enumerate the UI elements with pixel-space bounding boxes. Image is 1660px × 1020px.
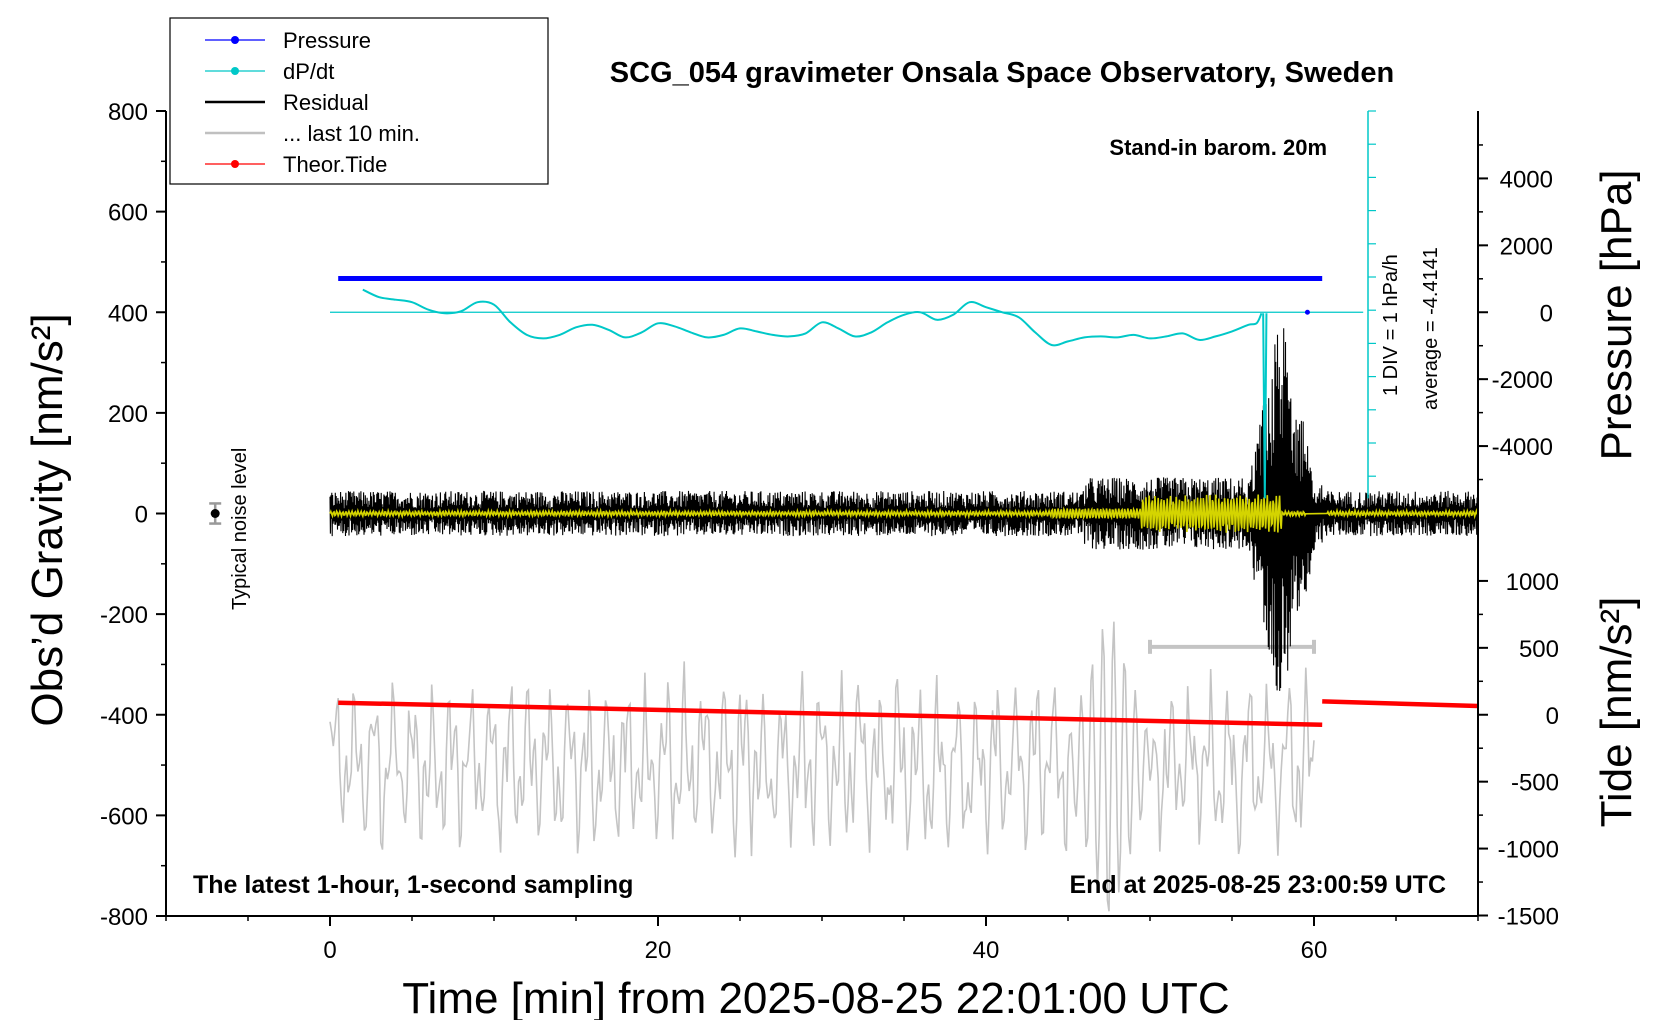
- legend-label: Residual: [283, 90, 369, 115]
- footer-left-note: The latest 1-hour, 1-second sampling: [193, 871, 633, 899]
- y-tick-label-gravity: 800: [108, 99, 148, 126]
- x-tick-label: 40: [973, 937, 1000, 964]
- footer-right-note: End at 2025-08-25 23:00:59 UTC: [1069, 871, 1446, 899]
- y-tick-label-gravity: 600: [108, 200, 148, 227]
- tide-segment-1: [1322, 699, 1479, 709]
- y-axis-label-tide: Tide [nm/s²]: [1592, 597, 1641, 828]
- residual-filtered-line: [329, 494, 1479, 533]
- y-tick-label-tide: 1000: [1506, 569, 1559, 596]
- plot-area: [209, 110, 1479, 912]
- dpdt-marker: [1304, 309, 1310, 315]
- x-axis-label: Time [min] from 2025-08-25 22:01:00 UTC: [402, 974, 1229, 1020]
- y-tick-label-pressure: -2000: [1492, 367, 1553, 394]
- average-note: average = -4.4141: [1420, 247, 1442, 410]
- barometer-note: Stand-in barom. 20m: [1109, 135, 1327, 160]
- y-tick-label-pressure: 2000: [1500, 233, 1553, 260]
- legend-marker: [231, 36, 239, 44]
- y-tick-label-tide: 500: [1519, 636, 1559, 663]
- dpdt-spike: [1262, 313, 1268, 499]
- chart-texts: SCG_054 gravimeter Onsala Space Observat…: [193, 57, 1446, 1020]
- dpdt-line: [362, 288, 1263, 347]
- y-tick-label-gravity: 200: [108, 401, 148, 428]
- noise-marker-dot: [210, 509, 220, 518]
- y-tick-label-tide: -1000: [1498, 837, 1559, 864]
- y-tick-label-gravity: -800: [100, 904, 148, 931]
- y-tick-label-pressure: -4000: [1492, 434, 1553, 461]
- y-tick-label-tide: 0: [1546, 703, 1559, 730]
- residual-line: [329, 328, 1479, 691]
- legend-label: Theor.Tide: [283, 152, 387, 177]
- y-tick-label-pressure: 4000: [1500, 166, 1553, 193]
- y-axis-label-pressure: Pressure [hPa]: [1592, 169, 1641, 460]
- y-tick-label-gravity: -600: [100, 803, 148, 830]
- legend-marker: [231, 160, 239, 168]
- x-tick-label: 60: [1301, 937, 1328, 964]
- scale-div-note: 1 DIV = 1 hPa/h: [1380, 254, 1402, 396]
- y-tick-label-tide: -1500: [1498, 903, 1559, 930]
- x-tick-label: 20: [645, 937, 672, 964]
- legend-label: dP/dt: [283, 59, 334, 84]
- legend: Pressure dP/dt Residual ... last 10 min. The…: [169, 17, 549, 185]
- y-tick-label-pressure: 0: [1540, 300, 1553, 327]
- y-tick-label-tide: -500: [1511, 770, 1559, 797]
- legend-label: ... last 10 min.: [283, 121, 420, 146]
- legend-label: Pressure: [283, 28, 371, 53]
- x-tick-label: 0: [323, 937, 336, 964]
- last-10-min-line: [329, 621, 1315, 912]
- y-tick-label-gravity: 400: [108, 300, 148, 327]
- noise-level-label: Typical noise level: [229, 448, 251, 610]
- y-tick-label-gravity: 0: [135, 502, 148, 529]
- legend-marker: [231, 67, 239, 75]
- chart-title: SCG_054 gravimeter Onsala Space Observat…: [610, 57, 1394, 89]
- y-axis-label-gravity: Obs’d Gravity [nm/s²]: [23, 313, 72, 726]
- y-tick-label-gravity: -400: [100, 703, 148, 730]
- y-tick-label-gravity: -200: [100, 602, 148, 629]
- tide-segment-0: [338, 700, 1323, 728]
